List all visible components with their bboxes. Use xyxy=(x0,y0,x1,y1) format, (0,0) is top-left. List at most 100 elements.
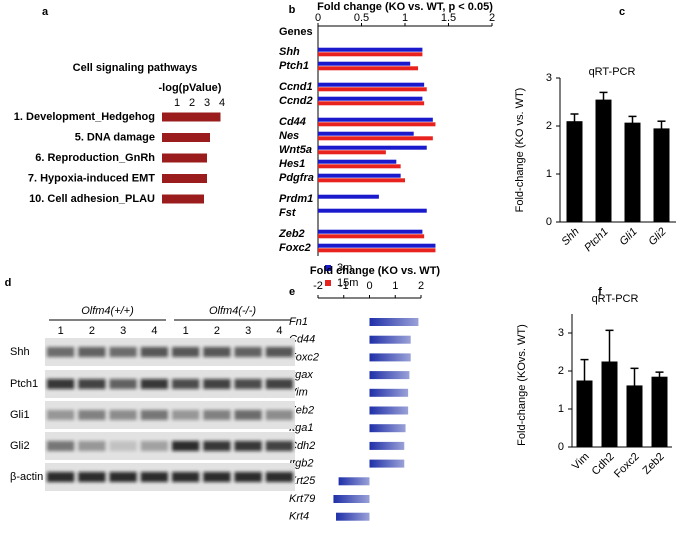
y-tick-label: Itgb2 xyxy=(289,458,313,470)
y-tick-label: Krt25 xyxy=(289,475,316,487)
blot-band xyxy=(47,410,75,420)
x-tick-label: 1.5 xyxy=(441,12,456,24)
bar xyxy=(162,194,204,204)
row-label: Gli1 xyxy=(10,409,30,421)
legend-label: 3m xyxy=(337,262,352,274)
panel-label: c xyxy=(619,6,625,18)
blot-band xyxy=(234,410,262,420)
lane-label: 4 xyxy=(151,325,157,337)
y-tick-label: 6. Reproduction_GnRh xyxy=(35,152,155,164)
y-tick-label: Fn1 xyxy=(289,316,308,328)
y-tick-label: Cd44 xyxy=(279,116,306,128)
x-tick-label: 2 xyxy=(489,12,495,24)
lane-label: 2 xyxy=(89,325,95,337)
y-tick-label: 1 xyxy=(558,403,564,415)
y-tick-label: Pdgfra xyxy=(279,172,314,184)
panel-label: f xyxy=(598,286,602,298)
y-tick-label: Cdh2 xyxy=(289,440,315,452)
blot-band xyxy=(172,441,200,451)
bar xyxy=(318,164,401,169)
x-tick-label: 2 xyxy=(418,280,424,292)
bar xyxy=(318,87,427,92)
blot-band xyxy=(47,379,75,389)
bar xyxy=(566,121,583,222)
blot-band xyxy=(109,441,137,451)
blot-band xyxy=(140,472,168,482)
blot-band xyxy=(265,379,293,389)
blot-band xyxy=(140,347,168,357)
blot-band xyxy=(47,441,75,451)
bar xyxy=(318,194,379,199)
row-label: Gli2 xyxy=(10,440,30,452)
blot-band xyxy=(203,379,231,389)
x-tick-label: 0 xyxy=(315,12,321,24)
panel-label: a xyxy=(42,6,49,18)
bar xyxy=(318,243,436,248)
blot-band xyxy=(140,441,168,451)
x-tick-label: 1 xyxy=(402,12,408,24)
blot-band xyxy=(234,472,262,482)
bar xyxy=(624,122,641,222)
blot-band xyxy=(265,441,293,451)
x-tick-label: 0.5 xyxy=(354,12,369,24)
y-tick-label: Itga1 xyxy=(289,422,313,434)
y-tick-label: 10. Cell adhesion_PLAU xyxy=(29,193,155,205)
bar xyxy=(318,178,405,183)
bar xyxy=(318,150,386,155)
bar xyxy=(651,376,668,447)
blot-band xyxy=(109,410,137,420)
blot-band xyxy=(109,472,137,482)
y-tick-label: 0 xyxy=(546,216,552,228)
y-tick-label: 0 xyxy=(558,441,564,453)
panel-label: d xyxy=(5,277,12,289)
blot-band xyxy=(172,379,200,389)
lane-label: 3 xyxy=(120,325,126,337)
y-tick-label: Foxc2 xyxy=(289,351,319,363)
y-tick-label: Prdm1 xyxy=(279,193,313,205)
blot-band xyxy=(78,472,106,482)
group-label: Olfm4(-/-) xyxy=(209,305,256,317)
y-tick-label: Cd44 xyxy=(289,334,315,346)
bar xyxy=(369,318,419,326)
blot-band xyxy=(265,472,293,482)
blot-band xyxy=(265,410,293,420)
blot-band xyxy=(234,347,262,357)
blot-band xyxy=(234,379,262,389)
y-tick-label: Nes xyxy=(279,130,299,142)
blot-band xyxy=(78,347,106,357)
blot-band xyxy=(109,347,137,357)
x-tick-label: 0 xyxy=(366,280,372,292)
bar xyxy=(369,406,409,415)
bar xyxy=(626,385,643,447)
bar xyxy=(336,512,370,521)
y-tick-label: Ptch1 xyxy=(279,60,309,72)
y-tick-label: 5. DNA damage xyxy=(75,131,155,143)
blot-band xyxy=(203,441,231,451)
chart-title: Cell signaling pathways xyxy=(73,62,198,74)
chart-title: Fold change (KO vs. WT) xyxy=(310,265,441,277)
bar xyxy=(318,122,436,127)
bar xyxy=(318,234,425,239)
bar xyxy=(318,136,433,141)
bar xyxy=(369,353,411,362)
blot-band xyxy=(78,441,106,451)
legend-swatch xyxy=(325,265,331,271)
blot-band xyxy=(234,441,262,451)
y-tick-label: 2 xyxy=(546,120,552,132)
blot-band xyxy=(78,410,106,420)
y-tick-label: 3 xyxy=(546,72,552,84)
y-tick-label: Zeb2 xyxy=(278,228,305,240)
bar xyxy=(318,96,423,101)
blot-band xyxy=(172,410,200,420)
y-axis-label: Fold-change (KO vs. WT) xyxy=(514,88,526,213)
x-tick-label: 4 xyxy=(219,97,225,109)
y-tick-label: 1 xyxy=(546,168,552,180)
y-tick-label: 3 xyxy=(558,327,564,339)
chart-title: Fold change (KO vs. WT, p < 0.05) xyxy=(317,1,493,13)
x-tick-label: 2 xyxy=(189,97,195,109)
bar xyxy=(333,495,370,503)
bar xyxy=(653,128,670,222)
bar xyxy=(318,47,423,52)
bar xyxy=(318,52,423,57)
y-tick-label: Ccnd2 xyxy=(279,95,313,107)
